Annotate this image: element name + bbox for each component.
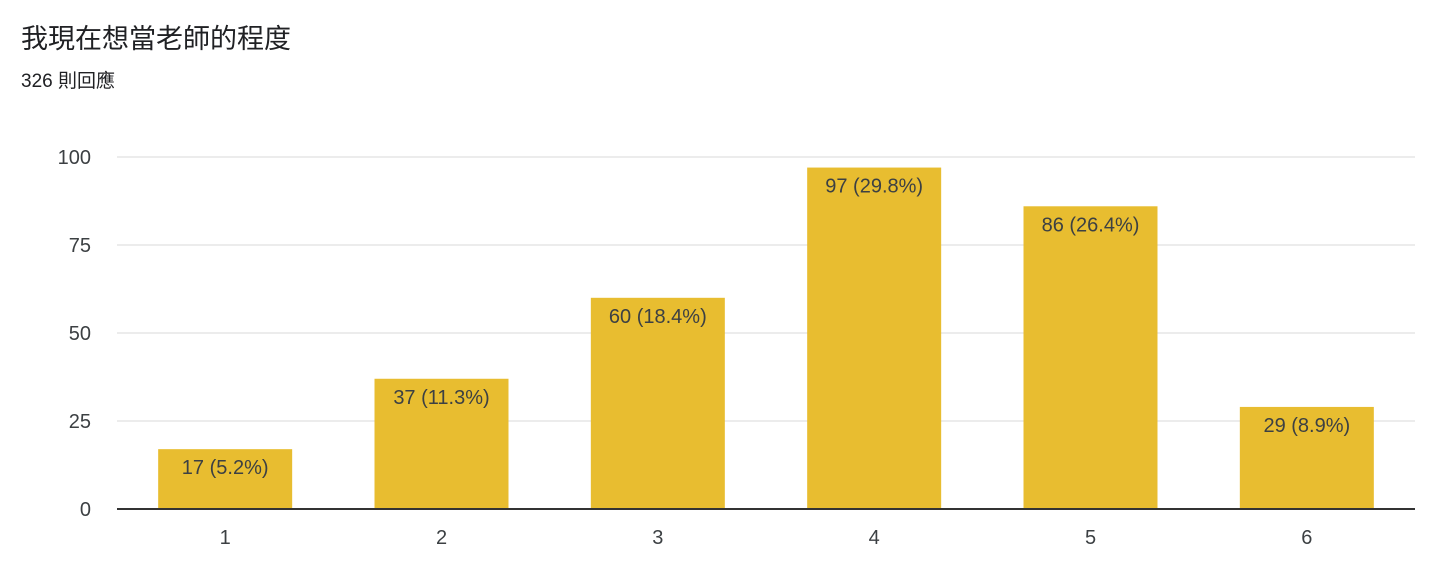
chart-title: 我現在想當老師的程度 bbox=[21, 24, 291, 54]
data-label-4: 97 (29.8%) bbox=[825, 176, 923, 198]
bar-1[interactable] bbox=[158, 449, 293, 509]
bar-5[interactable] bbox=[1023, 206, 1158, 509]
bar-4[interactable] bbox=[807, 167, 942, 509]
y-tick-label: 25 bbox=[69, 411, 91, 433]
y-tick-label: 50 bbox=[69, 323, 91, 345]
bar-2[interactable] bbox=[374, 378, 509, 509]
data-label-2: 37 (11.3%) bbox=[393, 387, 489, 409]
y-tick-label: 100 bbox=[58, 147, 91, 169]
x-tick-label-5: 5 bbox=[1085, 527, 1096, 549]
grid-lines bbox=[117, 156, 1415, 422]
data-labels: 17 (5.2%) 37 (11.3%) 60 (18.4%) 97 (29.8%) 8… bbox=[182, 176, 1350, 480]
x-axis-ticks: 1 2 3 4 5 6 bbox=[220, 527, 1313, 549]
x-tick-label-4: 4 bbox=[869, 527, 880, 549]
x-tick-label-3: 3 bbox=[652, 527, 663, 549]
bars bbox=[158, 167, 1374, 509]
y-tick-label: 75 bbox=[69, 235, 91, 257]
response-count: 326 則回應 bbox=[21, 71, 115, 92]
y-axis-ticks: 0 25 50 75 100 bbox=[58, 147, 91, 521]
data-label-5: 86 (26.4%) bbox=[1042, 214, 1140, 236]
x-tick-label-2: 2 bbox=[436, 527, 447, 549]
bar-3[interactable] bbox=[590, 297, 725, 509]
data-label-6: 29 (8.9%) bbox=[1263, 415, 1350, 437]
data-label-1: 17 (5.2%) bbox=[182, 457, 269, 479]
x-tick-label-6: 6 bbox=[1301, 527, 1312, 549]
data-label-3: 60 (18.4%) bbox=[609, 306, 707, 328]
x-tick-label-1: 1 bbox=[220, 527, 231, 549]
y-tick-label: 0 bbox=[80, 499, 91, 521]
bar-6[interactable] bbox=[1239, 406, 1374, 509]
